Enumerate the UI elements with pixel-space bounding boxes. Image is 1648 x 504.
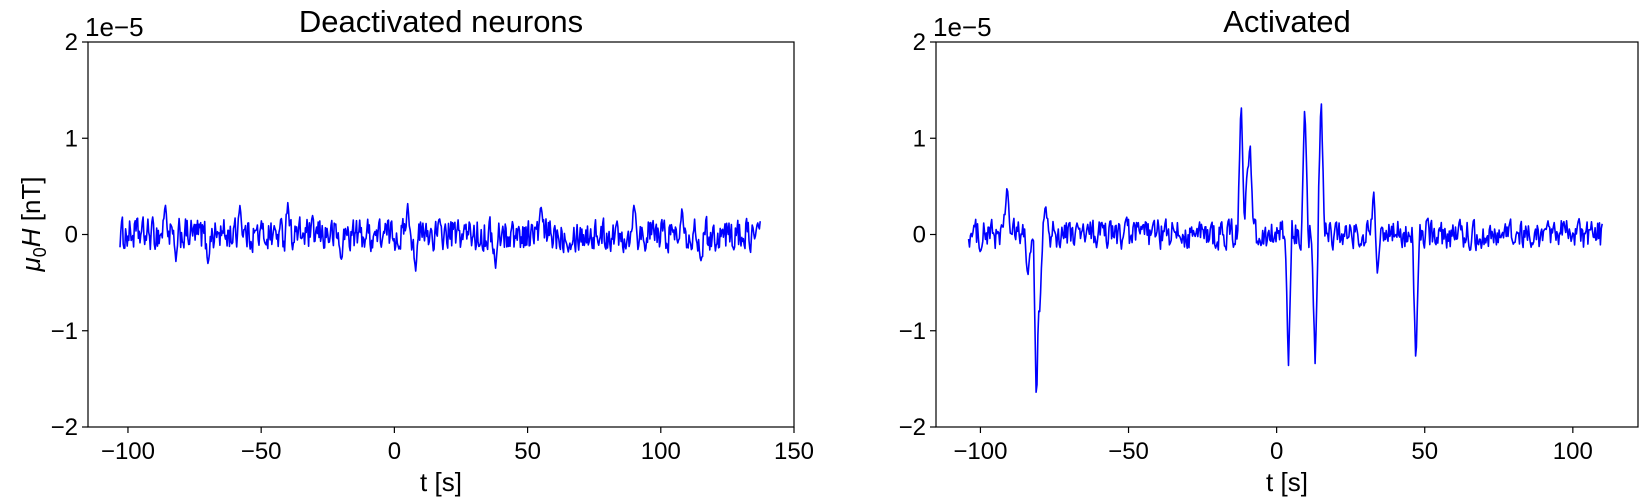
y-axis-label-h: H <box>16 228 46 247</box>
y-tick-label: 0 <box>913 222 926 249</box>
axes-frame <box>935 41 1639 428</box>
y-tick-label: −1 <box>51 318 78 345</box>
y-tick-label: −2 <box>51 414 78 441</box>
x-tick-label: 0 <box>388 438 401 465</box>
y-tick-label: 1 <box>65 125 78 152</box>
y-tick-label: 2 <box>65 29 78 56</box>
x-axis-label: t [s] <box>1266 467 1308 497</box>
y-offset-text: 1e−5 <box>85 12 144 42</box>
x-tick-label: 100 <box>641 438 681 465</box>
x-tick-label: 50 <box>514 438 541 465</box>
y-tick-label: 0 <box>65 222 78 249</box>
y-tick-label: −2 <box>899 414 926 441</box>
x-axis-label: t [s] <box>420 467 462 497</box>
y-tick-label: −1 <box>899 318 926 345</box>
y-axis-label-sub: 0 <box>30 247 50 257</box>
series-line <box>967 103 1603 393</box>
x-tick-label: 100 <box>1553 438 1593 465</box>
y-tick-label: 2 <box>913 29 926 56</box>
y-tick-label: 1 <box>913 125 926 152</box>
y-offset-text: 1e−5 <box>933 12 992 42</box>
y-axis-label: μ0H [nT] <box>16 176 50 272</box>
x-tick-label: −50 <box>241 438 282 465</box>
x-tick-label: −100 <box>953 438 1007 465</box>
x-tick-label: 150 <box>774 438 814 465</box>
y-axis-label-mu: μ <box>16 257 46 272</box>
series-line <box>119 201 761 272</box>
x-tick-label: −50 <box>1108 438 1149 465</box>
y-axis-label-unit: [nT] <box>16 176 46 228</box>
chart-activated: −100 −50 0 50 100 −2 −1 0 1 2 1e−5 Activated t [s] <box>899 4 1639 497</box>
x-tick-label: −100 <box>101 438 155 465</box>
chart-title: Activated <box>1223 4 1351 39</box>
x-tick-label: 0 <box>1270 438 1283 465</box>
chart-deactivated: −100 −50 0 50 100 150 −2 −1 0 1 2 1e−5 Deactivated n… <box>51 4 814 497</box>
x-tick-label: 50 <box>1411 438 1438 465</box>
chart-title: Deactivated neurons <box>299 4 583 39</box>
